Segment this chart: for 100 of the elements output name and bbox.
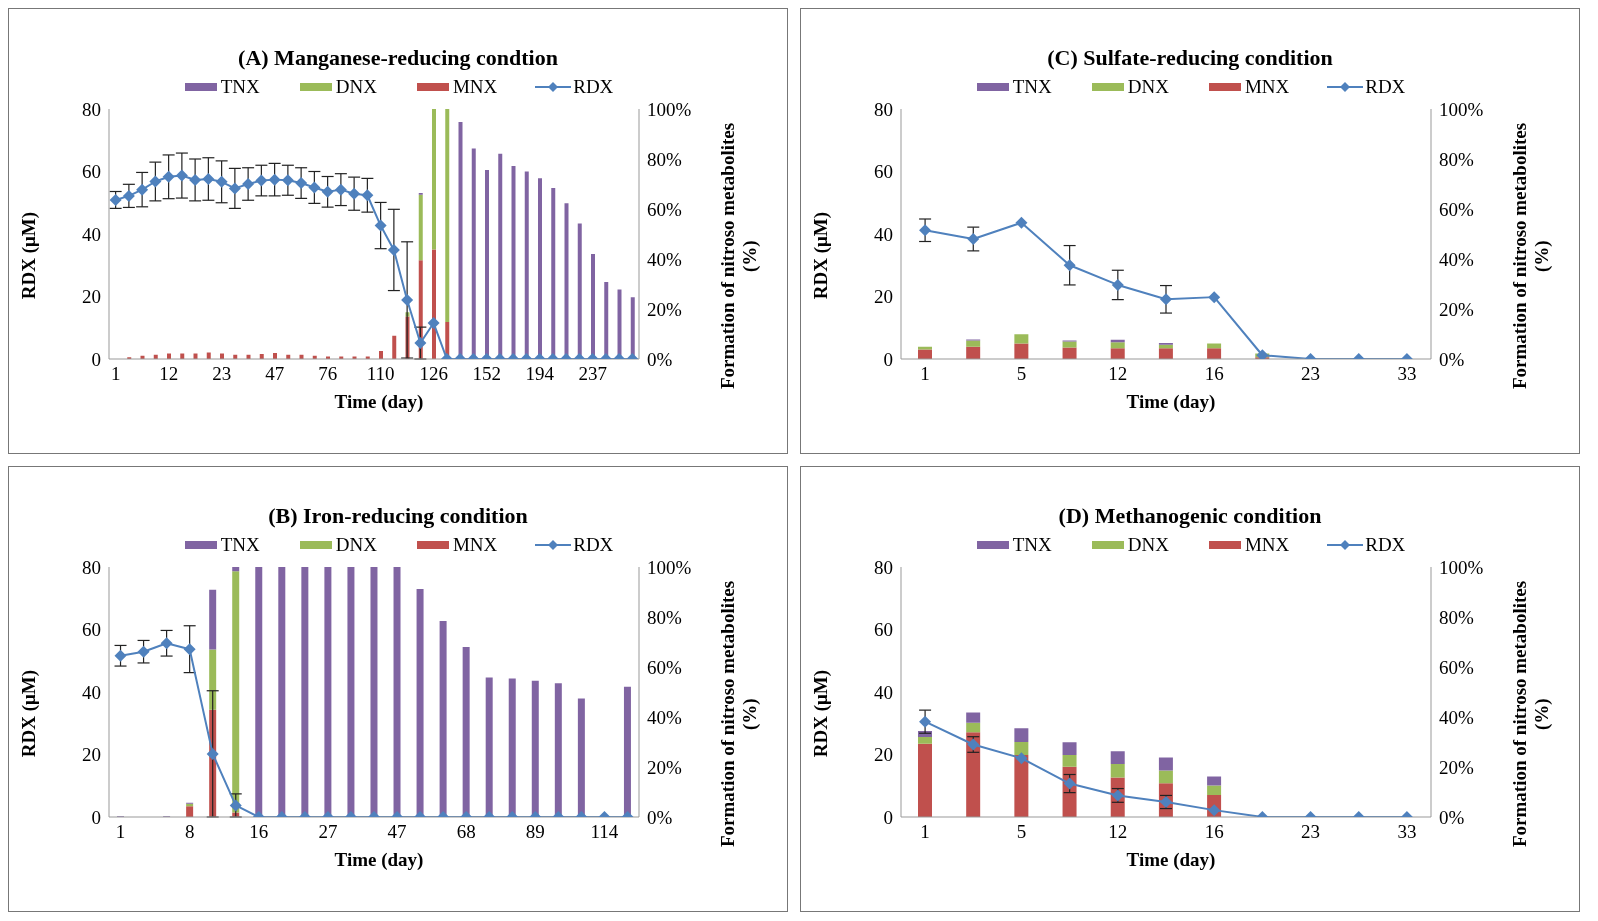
y2-tick-label: 60% (647, 656, 682, 678)
y2-tick-label: 0% (647, 806, 673, 828)
y-tick-label: 60 (82, 161, 101, 183)
legend-label: RDX (573, 76, 614, 98)
x-tick-label: 47 (387, 821, 407, 843)
legend-label: DNX (1127, 76, 1169, 98)
x-tick-label: 76 (318, 363, 338, 385)
y-axis-title: RDX (μM) (810, 670, 832, 758)
x-tick-label: 33 (1397, 363, 1417, 385)
legend-label: MNX (452, 76, 498, 98)
x-axis-title: Time (day) (333, 391, 425, 413)
legend-label: MNX (452, 534, 498, 556)
y-tick-label: 0 (91, 348, 101, 370)
legend-label: RDX (1365, 534, 1406, 556)
y2-tick-label: 60% (1439, 198, 1474, 220)
x-tick-label: 126 (419, 363, 448, 385)
x-tick-label: 114 (590, 821, 619, 843)
y2-tick-label: 40% (1439, 248, 1474, 270)
y-tick-label: 0 (91, 806, 101, 828)
x-tick-label: 16 (249, 821, 269, 843)
chart-title: (B) Iron-reducing condition (267, 503, 529, 530)
y2-tick-label: 0% (1439, 348, 1465, 370)
y-tick-label: 60 (82, 619, 101, 641)
y2-tick-label: 0% (647, 348, 673, 370)
x-tick-label: 33 (1397, 821, 1417, 843)
x-tick-label: 12 (159, 363, 179, 385)
y2-axis-title: Formation of nitroso metabolites (%) (717, 579, 761, 850)
x-tick-label: 16 (1204, 821, 1224, 843)
y2-tick-label: 40% (647, 248, 682, 270)
x-axis-title: Time (day) (333, 849, 425, 871)
y2-axis-title: Formation of nitroso metabolites (%) (1509, 579, 1553, 850)
x-axis-title: Time (day) (1125, 391, 1217, 413)
legend-label: RDX (573, 534, 614, 556)
x-tick-label: 237 (578, 363, 607, 385)
y2-tick-label: 80% (647, 606, 682, 628)
y2-tick-label: 100% (647, 556, 692, 578)
x-tick-label: 194 (525, 363, 555, 385)
y2-axis-title: Formation of nitroso metabolites (%) (717, 121, 761, 392)
y-tick-label: 20 (874, 286, 893, 308)
x-tick-label: 23 (212, 363, 232, 385)
x-tick-label: 1 (920, 363, 930, 385)
x-tick-label: 8 (184, 821, 195, 843)
y-tick-label: 80 (874, 556, 893, 578)
y2-tick-label: 100% (647, 98, 692, 120)
y-tick-label: 60 (874, 161, 893, 183)
legend-label: RDX (1365, 76, 1406, 98)
y-tick-label: 60 (874, 619, 893, 641)
x-tick-label: 89 (525, 821, 545, 843)
y2-tick-label: 40% (647, 706, 682, 728)
x-tick-label: 12 (1108, 821, 1128, 843)
y-axis-title: RDX (μM) (810, 212, 832, 300)
x-tick-label: 23 (1301, 821, 1321, 843)
y-tick-label: 40 (874, 681, 893, 703)
y2-tick-label: 60% (647, 198, 682, 220)
x-tick-label: 47 (265, 363, 285, 385)
y2-tick-label: 100% (1439, 98, 1484, 120)
y-tick-label: 40 (874, 223, 893, 245)
legend-label: DNX (335, 534, 377, 556)
y2-tick-label: 100% (1439, 556, 1484, 578)
y2-tick-label: 0% (1439, 806, 1465, 828)
y2-tick-label: 20% (1439, 298, 1474, 320)
legend-label: DNX (1127, 534, 1169, 556)
chart-title: (D) Methanogenic condition (1057, 503, 1323, 530)
x-tick-label: 5 (1016, 821, 1027, 843)
y2-tick-label: 40% (1439, 706, 1474, 728)
y2-tick-label: 20% (1439, 756, 1474, 778)
y-tick-label: 0 (883, 806, 893, 828)
legend-label: TNX (1012, 534, 1052, 556)
x-tick-label: 110 (366, 363, 395, 385)
x-tick-label: 5 (1016, 363, 1027, 385)
x-tick-label: 152 (472, 363, 501, 385)
y-tick-label: 20 (82, 744, 101, 766)
legend-label: MNX (1244, 534, 1290, 556)
legend-label: TNX (220, 76, 260, 98)
x-tick-label: 1 (110, 363, 121, 385)
x-tick-label: 1 (115, 821, 126, 843)
chart-title: (A) Manganese-reducing condtion (237, 45, 559, 72)
x-tick-label: 68 (456, 821, 476, 843)
legend-label: DNX (335, 76, 377, 98)
y-tick-label: 20 (874, 744, 893, 766)
legend-label: MNX (1244, 76, 1290, 98)
y-tick-label: 40 (82, 223, 101, 245)
legend-label: TNX (220, 534, 260, 556)
x-axis-title: Time (day) (1125, 849, 1217, 871)
legend-label: TNX (1012, 76, 1052, 98)
x-tick-label: 12 (1108, 363, 1128, 385)
chart-title: (C) Sulfate-reducing condition (1046, 45, 1334, 72)
y2-tick-label: 60% (1439, 656, 1474, 678)
y2-tick-label: 80% (647, 148, 682, 170)
y-axis-title: RDX (μM) (18, 670, 40, 758)
y2-axis-title: Formation of nitroso metabolites (%) (1509, 121, 1553, 392)
y-tick-label: 40 (82, 681, 101, 703)
x-tick-label: 23 (1301, 363, 1321, 385)
x-tick-label: 27 (318, 821, 338, 843)
y-tick-label: 80 (82, 98, 101, 120)
y2-tick-label: 20% (647, 298, 682, 320)
y2-tick-label: 80% (1439, 148, 1474, 170)
y2-tick-label: 20% (647, 756, 682, 778)
x-tick-label: 1 (920, 821, 930, 843)
y-tick-label: 20 (82, 286, 101, 308)
